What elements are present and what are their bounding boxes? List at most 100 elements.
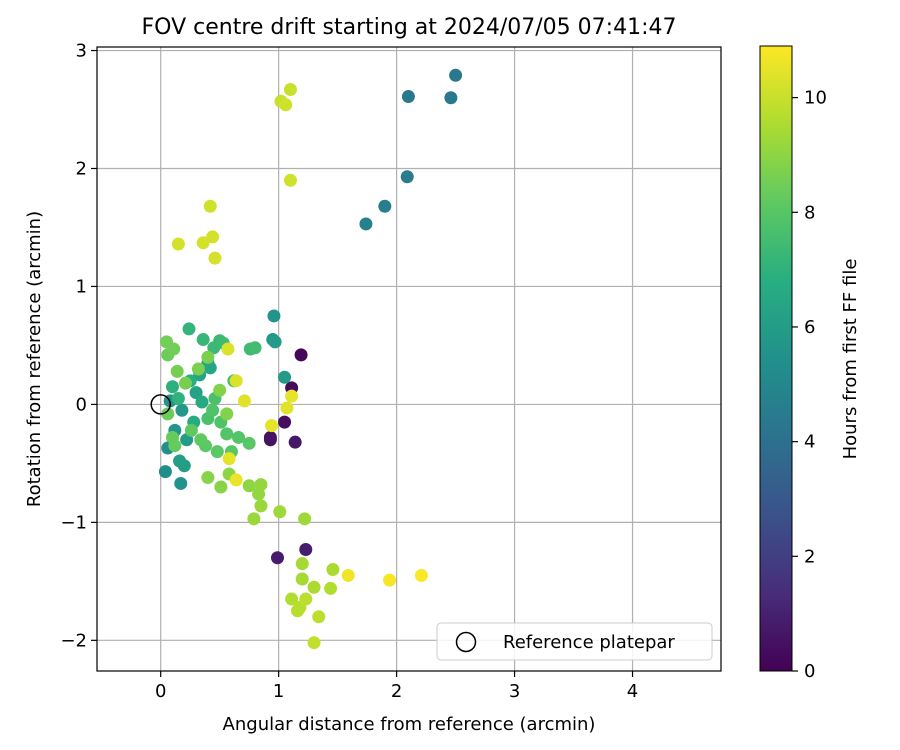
- scatter-point: [294, 348, 308, 362]
- scatter-point: [210, 445, 224, 459]
- x-tick-label: 4: [627, 681, 638, 702]
- scatter-point: [232, 430, 246, 444]
- scatter-point: [170, 364, 184, 378]
- scatter-point: [267, 309, 281, 323]
- scatter-point: [247, 512, 261, 526]
- scatter-point: [196, 236, 210, 250]
- colorbar-tick-label: 10: [804, 88, 827, 109]
- scatter-point: [248, 341, 262, 355]
- scatter-point: [401, 90, 415, 104]
- scatter-point: [285, 592, 299, 606]
- scatter-point: [222, 452, 236, 466]
- scatter-point: [383, 573, 397, 587]
- scatter-point: [359, 217, 373, 231]
- scatter-point: [295, 572, 309, 586]
- reference-platepar-marker: [150, 394, 171, 415]
- x-tick-label: 2: [391, 681, 402, 702]
- x-axis-label: Angular distance from reference (arcmin): [223, 714, 596, 735]
- scatter-point: [220, 407, 234, 421]
- scatter-point: [196, 333, 210, 347]
- scatter-point: [400, 170, 414, 184]
- scatter-point: [221, 342, 235, 356]
- scatter-point: [270, 551, 284, 565]
- colorbar-gradient: [759, 45, 793, 672]
- scatter-point: [268, 335, 282, 349]
- plot-area: [97, 47, 721, 671]
- colorbar-tick-label: 4: [804, 432, 815, 453]
- scatter-point: [214, 480, 228, 494]
- scatter-point: [201, 471, 215, 485]
- scatter-point: [237, 394, 251, 408]
- scatter-point: [283, 173, 297, 187]
- scatter-point: [263, 433, 277, 447]
- scatter-point: [229, 374, 243, 388]
- y-tick-label: 3: [76, 41, 87, 62]
- scatter-point: [158, 465, 172, 479]
- colorbar-label: Hours from first FF file: [840, 259, 861, 460]
- scatter-point: [279, 98, 293, 112]
- scatter-point: [252, 487, 266, 501]
- scatter-point: [341, 568, 355, 582]
- scatter-point: [312, 610, 326, 624]
- colorbar-tick-label: 2: [804, 546, 815, 567]
- y-tick-label: 1: [76, 276, 87, 297]
- scatter-point: [167, 342, 181, 356]
- scatter-point: [280, 401, 294, 415]
- scatter-point: [414, 568, 428, 582]
- scatter-point: [174, 476, 188, 490]
- colorbar-tick-label: 0: [804, 661, 815, 682]
- scatter-point: [178, 376, 192, 390]
- scatter-point: [449, 68, 463, 82]
- y-tick-label: 2: [76, 158, 87, 179]
- scatter-point: [307, 580, 321, 594]
- scatter-point: [273, 505, 287, 519]
- scatter-point: [278, 415, 292, 429]
- scatter-point: [171, 392, 185, 406]
- scatter-point: [203, 199, 217, 213]
- plot-frame: [96, 46, 722, 672]
- scatter-point: [195, 395, 209, 409]
- colorbar-tick-label: 8: [804, 202, 815, 223]
- scatter-point: [189, 386, 203, 400]
- scatter-point: [206, 403, 220, 417]
- scatter-point: [242, 479, 256, 493]
- legend-reference-marker: [455, 631, 477, 653]
- scatter-point: [161, 407, 175, 421]
- scatter-point: [295, 557, 309, 571]
- scatter-point: [184, 423, 198, 437]
- grid: [97, 47, 721, 671]
- scatter-point: [182, 322, 196, 336]
- scatter-point: [175, 403, 189, 417]
- scatter-point: [324, 581, 338, 595]
- scatter-point: [288, 435, 302, 449]
- scatter-point: [171, 237, 185, 251]
- x-tick-label: 1: [273, 681, 284, 702]
- scatter-point: [299, 543, 313, 556]
- scatter-point: [378, 199, 392, 213]
- scatter-point: [165, 430, 179, 444]
- colorbar-tick-label: 6: [804, 317, 815, 338]
- scatter-point: [242, 436, 256, 450]
- scatter-point: [208, 251, 222, 265]
- scatter-point: [283, 82, 297, 96]
- scatter-point: [201, 350, 215, 364]
- scatter-point: [254, 499, 268, 513]
- colorbar: 0 2 4 6 8 10 Hours from first FF file: [759, 45, 861, 682]
- scatter-point: [326, 563, 340, 577]
- scatter-point: [299, 592, 313, 606]
- y-tick-label: −1: [60, 512, 87, 533]
- x-axis-ticks: 0 1 2 3 4: [155, 671, 638, 702]
- chart-title: FOV centre drift starting at 2024/07/05 …: [142, 15, 677, 40]
- scatter-point: [194, 433, 208, 447]
- scatter-point: [165, 380, 179, 394]
- colorbar-ticks: 0 2 4 6 8 10: [792, 88, 827, 682]
- x-tick-label: 3: [509, 681, 520, 702]
- scatter-point: [191, 362, 205, 376]
- y-tick-label: −2: [60, 630, 87, 651]
- scatter-point: [213, 383, 227, 397]
- scatter-point: [220, 427, 234, 441]
- y-tick-label: 0: [76, 394, 87, 415]
- scatter-point: [307, 636, 321, 650]
- scatter-point: [265, 419, 279, 433]
